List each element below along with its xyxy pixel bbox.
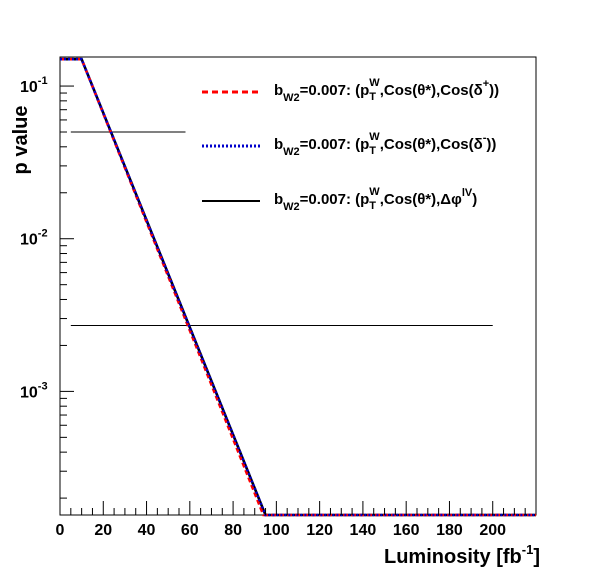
x-tick-label: 80 <box>224 522 242 539</box>
x-tick-label: 0 <box>56 522 65 539</box>
x-tick-label: 200 <box>479 522 506 539</box>
y-tick-label: 10-1 <box>20 75 48 96</box>
x-tick-label: 40 <box>138 522 156 539</box>
x-tick-label: 20 <box>94 522 112 539</box>
series-line-1 <box>60 57 536 517</box>
x-axis: 0 20 40 60 80 100 120 140 160 180 200 <box>56 501 526 539</box>
legend-entry-1: bW2=0.007: (pW T ,Cos(θ*),Cos(δ-)) <box>274 131 496 158</box>
x-axis-title: Luminosity [fb-1] <box>384 542 540 568</box>
x-tick-label: 120 <box>306 522 333 539</box>
series-line-0 <box>60 57 536 517</box>
y-axis: 10-1 10-2 10-3 <box>20 75 74 499</box>
y-axis-title: p value <box>10 106 32 175</box>
x-tick-label: 140 <box>350 522 377 539</box>
reference-lines <box>70 131 493 327</box>
legend-entry-2: bW2=0.007: (pW T ,Cos(θ*),ΔφlV) <box>274 186 477 213</box>
y-tick-label: 10-3 <box>20 380 48 401</box>
series-lines <box>60 57 536 517</box>
plot-frame <box>59 56 537 516</box>
legend: bW2=0.007: (pW T ,Cos(θ*),Cos(δ+)) bW2=0.00… <box>202 77 499 213</box>
x-tick-label: 100 <box>263 522 290 539</box>
x-tick-label: 160 <box>393 522 420 539</box>
x-tick-label: 60 <box>181 522 199 539</box>
x-tick-label: 180 <box>436 522 463 539</box>
y-tick-label: 10-2 <box>20 228 48 249</box>
legend-entry-0: bW2=0.007: (pW T ,Cos(θ*),Cos(δ+)) <box>274 77 499 104</box>
series-line-2 <box>60 57 536 517</box>
